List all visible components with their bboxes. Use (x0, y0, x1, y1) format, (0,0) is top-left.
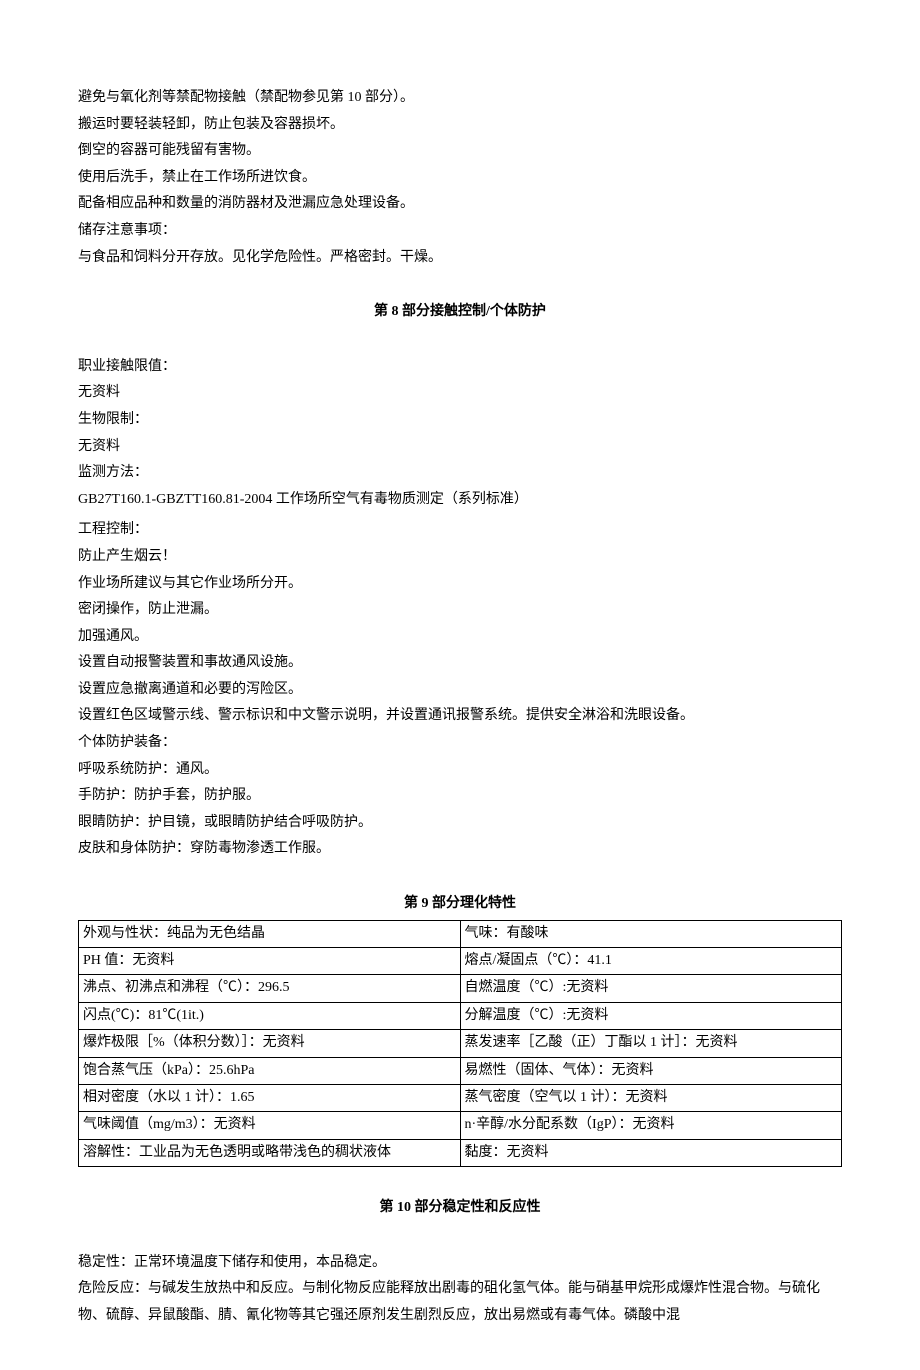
section8-body: 职业接触限值： 无资料 生物限制： 无资料 监测方法： GB27T160.1-G… (78, 354, 842, 863)
body-line: 皮肤和身体防护：穿防毒物渗透工作服。 (78, 836, 842, 863)
body-line: 与食品和饲料分开存放。见化学危险性。严格密封。干燥。 (78, 245, 842, 272)
properties-table: 外观与性状：纯品为无色结晶 气味：有酸味 PH 值：无资料 熔点/凝固点（℃）：… (78, 920, 842, 1168)
spacer (78, 326, 842, 354)
table-row: 闪点(℃)：81℃(1it.) 分解温度（℃）:无资料 (79, 1002, 842, 1029)
body-line: 无资料 (78, 380, 842, 407)
body-line: 设置红色区域警示线、警示标识和中文警示说明，并设置通讯报警系统。提供安全淋浴和洗… (78, 703, 842, 730)
table-row: 气味阈值（mg/m3）：无资料 n·辛醇/水分配系数（IgP）：无资料 (79, 1112, 842, 1139)
section8-title: 第 8 部分接触控制/个体防护 (78, 299, 842, 326)
table-cell: 外观与性状：纯品为无色结晶 (79, 920, 461, 947)
table-row: 饱合蒸气压（kPa）：25.6hPa 易燃性（固体、气体）：无资料 (79, 1057, 842, 1084)
body-line: 设置应急撤离通道和必要的泻险区。 (78, 677, 842, 704)
spacer (78, 271, 842, 299)
table-row: 外观与性状：纯品为无色结晶 气味：有酸味 (79, 920, 842, 947)
section9-title: 第 9 部分理化特性 (78, 891, 842, 918)
spacer (78, 1222, 842, 1250)
title-number: 10 (397, 1200, 411, 1215)
body-line: 呼吸系统防护：通风。 (78, 757, 842, 784)
body-line: GB27T160.1-GBZTT160.81-2004 工作场所空气有毒物质测定… (78, 487, 842, 514)
body-line: 个体防护装备： (78, 730, 842, 757)
table-cell: 自燃温度（℃）:无资料 (460, 975, 842, 1002)
body-line: 手防护：防护手套，防护服。 (78, 783, 842, 810)
table-cell: 分解温度（℃）:无资料 (460, 1002, 842, 1029)
title-prefix: 第 (404, 896, 422, 911)
body-line: 危险反应：与碱发生放热中和反应。与制化物反应能释放出剧毒的砠化氢气体。能与硝基甲… (78, 1276, 842, 1329)
body-line: 搬运时要轻装轻卸，防止包装及容器损坏。 (78, 112, 842, 139)
table-row: 溶解性：工业品为无色透明或略带浅色的稠状液体 黏度：无资料 (79, 1139, 842, 1166)
table-cell: 爆炸极限［%（体积分数）］：无资料 (79, 1030, 461, 1057)
body-line: 倒空的容器可能残留有害物。 (78, 138, 842, 165)
body-line: 眼睛防护：护目镜，或眼睛防护结合呼吸防护。 (78, 810, 842, 837)
table-cell: 气味：有酸味 (460, 920, 842, 947)
body-line: 生物限制： (78, 407, 842, 434)
spacer (78, 1167, 842, 1195)
body-line: 配备相应品种和数量的消防器材及泄漏应急处理设备。 (78, 191, 842, 218)
table-row: 沸点、初沸点和沸程（℃）：296.5 自燃温度（℃）:无资料 (79, 975, 842, 1002)
body-line: 无资料 (78, 434, 842, 461)
table-cell: 气味阈值（mg/m3）：无资料 (79, 1112, 461, 1139)
table-cell: 闪点(℃)：81℃(1it.) (79, 1002, 461, 1029)
body-line: 防止产生烟云！ (78, 544, 842, 571)
body-line: 避免与氧化剂等禁配物接触（禁配物参见第 10 部分）。 (78, 85, 842, 112)
table-cell: 饱合蒸气压（kPa）：25.6hPa (79, 1057, 461, 1084)
title-suffix: 部分理化特性 (429, 896, 517, 911)
title-number: 9 (422, 896, 429, 911)
table-row: 爆炸极限［%（体积分数）］：无资料 蒸发速率［乙酸（正）丁酯以 1 计］：无资料 (79, 1030, 842, 1057)
body-line: 密闭操作，防止泄漏。 (78, 597, 842, 624)
body-line: 工程控制： (78, 517, 842, 544)
table-cell: 蒸气密度（空气以 1 计）：无资料 (460, 1084, 842, 1111)
body-line: 作业场所建议与其它作业场所分开。 (78, 571, 842, 598)
table-cell: 沸点、初沸点和沸程（℃）：296.5 (79, 975, 461, 1002)
section7-body: 避免与氧化剂等禁配物接触（禁配物参见第 10 部分）。 搬运时要轻装轻卸，防止包… (78, 85, 842, 271)
title-prefix: 第 (380, 1200, 398, 1215)
body-line: 监测方法： (78, 460, 842, 487)
body-line: 加强通风。 (78, 624, 842, 651)
body-line: 设置自动报警装置和事故通风设施。 (78, 650, 842, 677)
section10-body: 稳定性：正常环境温度下储存和使用，本品稳定。 危险反应：与碱发生放热中和反应。与… (78, 1250, 842, 1330)
title-suffix: 部分接触控制/个体防护 (399, 304, 546, 319)
table-row: PH 值：无资料 熔点/凝固点（℃）：41.1 (79, 948, 842, 975)
body-line: 职业接触限值： (78, 354, 842, 381)
body-line: 使用后洗手，禁止在工作场所进饮食。 (78, 165, 842, 192)
body-line: 稳定性：正常环境温度下储存和使用，本品稳定。 (78, 1250, 842, 1277)
section10-title: 第 10 部分稳定性和反应性 (78, 1195, 842, 1222)
table-cell: 蒸发速率［乙酸（正）丁酯以 1 计］：无资料 (460, 1030, 842, 1057)
spacer (78, 863, 842, 891)
table-cell: 黏度：无资料 (460, 1139, 842, 1166)
table-cell: 相对密度（水以 1 计）：1.65 (79, 1084, 461, 1111)
table-cell: 溶解性：工业品为无色透明或略带浅色的稠状液体 (79, 1139, 461, 1166)
body-line: 储存注意事项： (78, 218, 842, 245)
table-cell: 熔点/凝固点（℃）：41.1 (460, 948, 842, 975)
title-prefix: 第 (374, 304, 392, 319)
table-cell: 易燃性（固体、气体）：无资料 (460, 1057, 842, 1084)
table-cell: n·辛醇/水分配系数（IgP）：无资料 (460, 1112, 842, 1139)
title-suffix: 部分稳定性和反应性 (411, 1200, 541, 1215)
title-number: 8 (392, 304, 399, 319)
table-row: 相对密度（水以 1 计）：1.65 蒸气密度（空气以 1 计）：无资料 (79, 1084, 842, 1111)
table-cell: PH 值：无资料 (79, 948, 461, 975)
